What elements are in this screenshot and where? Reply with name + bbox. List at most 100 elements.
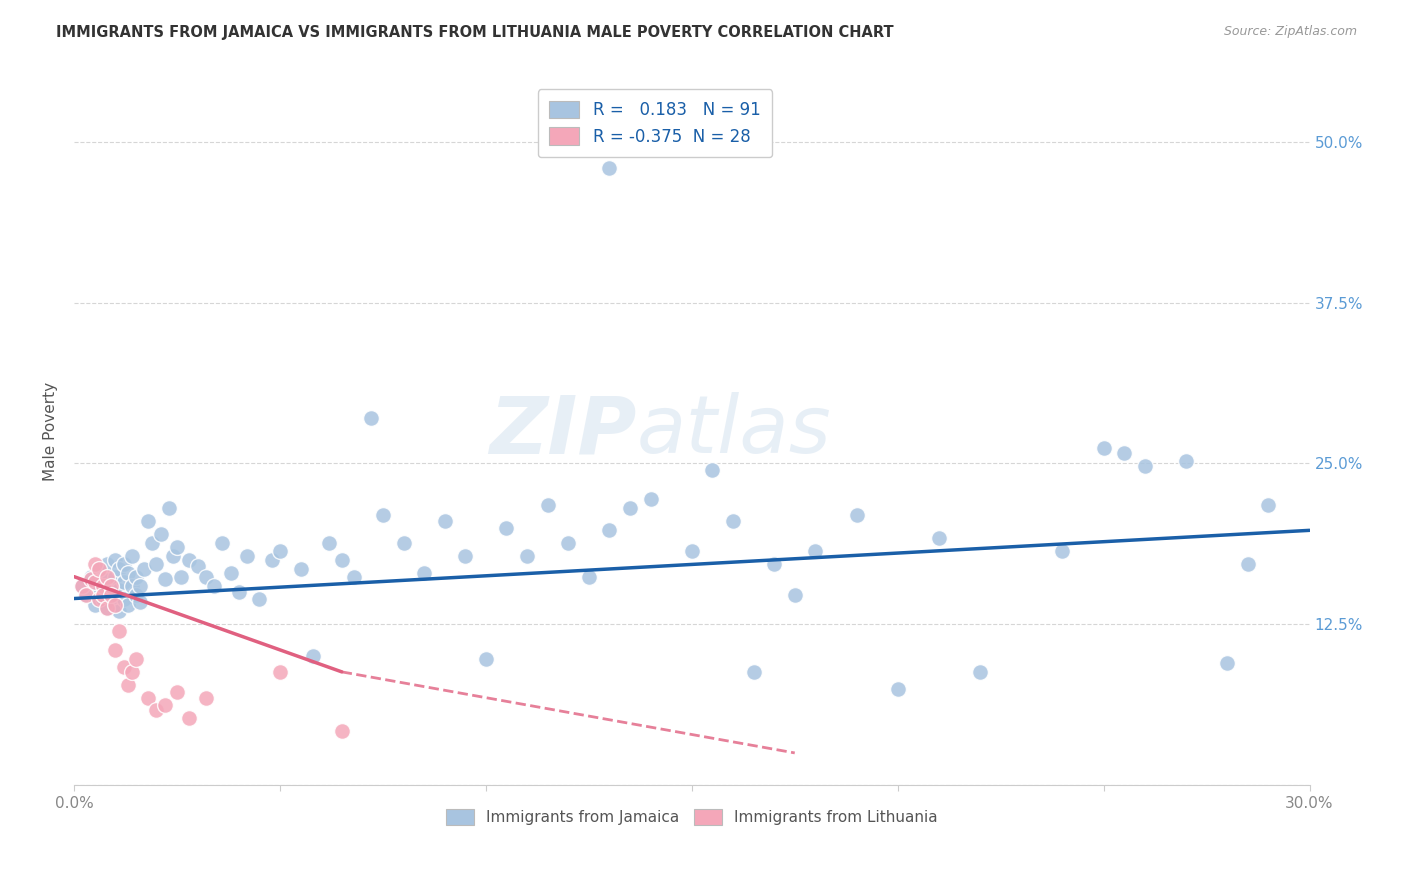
Point [179,553,201,567]
Point [211,536,233,550]
Point [166,540,188,554]
Point [136,690,159,705]
Point [91,579,114,593]
Text: IMMIGRANTS FROM JAMAICA VS IMMIGRANTS FROM LITHUANIA MALE POVERTY CORRELATION CH: IMMIGRANTS FROM JAMAICA VS IMMIGRANTS FR… [56,25,894,40]
Point [302,649,325,664]
Point [112,591,135,606]
Point [413,566,436,580]
Point [83,557,105,571]
Point [149,527,172,541]
Point [108,604,131,618]
Point [1133,458,1156,473]
Point [83,598,105,612]
Point [104,643,127,657]
Point [886,681,908,696]
Point [1114,446,1136,460]
Point [360,411,382,425]
Point [219,566,242,580]
Point [117,678,139,692]
Point [330,553,353,567]
Point [845,508,868,522]
Point [202,579,225,593]
Point [516,549,538,563]
Point [83,574,105,589]
Point [228,585,250,599]
Point [269,544,291,558]
Point [132,562,155,576]
Point [269,665,291,679]
Point [702,463,724,477]
Point [72,579,94,593]
Point [1052,544,1074,558]
Text: ZIP: ZIP [489,392,636,470]
Y-axis label: Male Poverty: Male Poverty [44,382,58,481]
Point [247,591,270,606]
Point [117,566,139,580]
Point [290,562,312,576]
Point [117,598,139,612]
Point [125,588,148,602]
Point [87,562,110,576]
Point [136,514,159,528]
Point [100,588,122,602]
Point [129,579,152,593]
Point [475,652,498,666]
Point [640,492,662,507]
Point [125,652,148,666]
Point [153,572,176,586]
Text: atlas: atlas [636,392,831,470]
Point [157,501,180,516]
Point [318,536,340,550]
Point [125,569,148,583]
Legend: Immigrants from Jamaica, Immigrants from Lithuania: Immigrants from Jamaica, Immigrants from… [437,800,946,834]
Point [433,514,456,528]
Point [187,559,209,574]
Point [557,536,579,550]
Point [100,579,122,593]
Point [598,524,620,538]
Point [145,703,167,717]
Point [112,659,135,673]
Point [1175,454,1198,468]
Point [1257,498,1279,512]
Point [100,579,122,593]
Point [108,562,131,576]
Point [87,562,110,576]
Point [392,536,415,550]
Point [121,579,143,593]
Point [75,588,97,602]
Point [112,574,135,589]
Point [96,569,118,583]
Point [91,588,114,602]
Point [121,665,143,679]
Point [742,665,765,679]
Point [153,698,176,713]
Point [194,690,217,705]
Point [75,588,97,602]
Point [783,588,806,602]
Point [598,161,620,175]
Point [162,549,184,563]
Point [330,724,353,739]
Point [79,569,101,583]
Text: Source: ZipAtlas.com: Source: ZipAtlas.com [1223,25,1357,38]
Point [179,711,201,725]
Point [104,598,127,612]
Point [104,598,127,612]
Point [343,569,366,583]
Point [495,521,517,535]
Point [170,569,193,583]
Point [108,582,131,597]
Point [121,549,143,563]
Point [87,591,110,606]
Point [1216,656,1239,670]
Point [129,595,152,609]
Point [236,549,259,563]
Point [454,549,477,563]
Point [928,531,950,545]
Point [87,582,110,597]
Point [145,557,167,571]
Point [166,685,188,699]
Point [619,501,641,516]
Point [112,557,135,571]
